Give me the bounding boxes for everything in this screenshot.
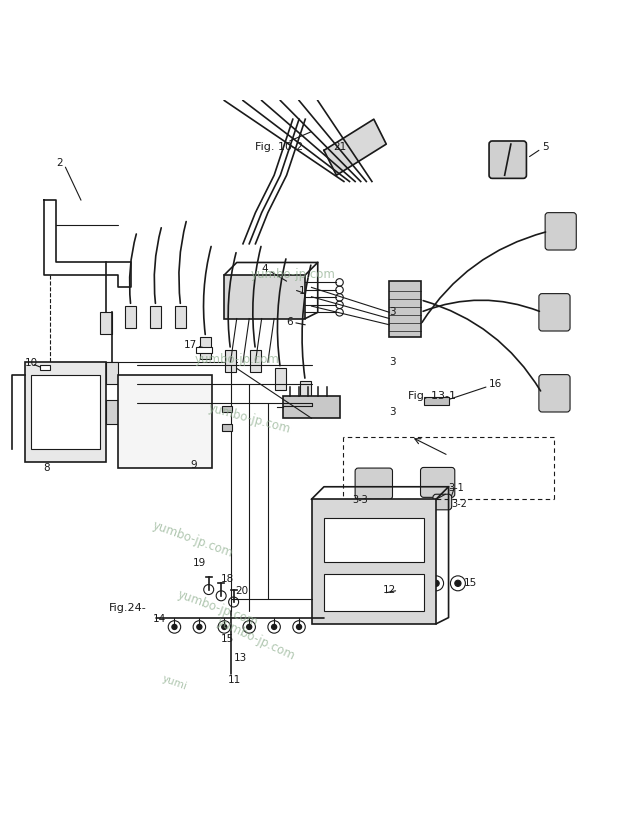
Text: Fig. 10-2: Fig. 10-2 <box>255 143 303 152</box>
Text: yumbo-jp.com: yumbo-jp.com <box>151 519 235 560</box>
Text: 4: 4 <box>262 264 269 274</box>
Bar <box>324 518 424 561</box>
Bar <box>222 424 232 431</box>
Bar <box>25 363 106 461</box>
Bar <box>275 368 286 391</box>
FancyBboxPatch shape <box>539 293 570 331</box>
Circle shape <box>222 625 227 630</box>
Bar <box>324 574 424 611</box>
Text: yumbo-jp.com: yumbo-jp.com <box>214 616 297 663</box>
Text: 3-3: 3-3 <box>352 495 368 505</box>
Bar <box>150 306 161 328</box>
Circle shape <box>197 625 202 630</box>
FancyBboxPatch shape <box>545 213 576 250</box>
Circle shape <box>455 580 461 587</box>
Bar <box>200 337 211 359</box>
Text: yumbo-jp.com: yumbo-jp.com <box>207 401 292 436</box>
Text: 1: 1 <box>299 285 306 296</box>
Text: 17: 17 <box>184 339 197 349</box>
Bar <box>424 397 449 405</box>
Bar <box>106 400 121 424</box>
Bar <box>389 281 421 337</box>
Text: Fig.24-: Fig.24- <box>109 603 147 613</box>
Text: 8: 8 <box>44 463 50 473</box>
Bar <box>196 347 212 353</box>
Circle shape <box>272 625 277 630</box>
Bar <box>40 365 50 370</box>
Bar <box>250 349 261 372</box>
Polygon shape <box>324 119 386 176</box>
Text: 3: 3 <box>389 357 396 368</box>
Text: 10: 10 <box>25 358 38 368</box>
Text: 14: 14 <box>153 614 166 624</box>
FancyBboxPatch shape <box>433 494 452 510</box>
Circle shape <box>172 625 177 630</box>
Circle shape <box>313 588 322 597</box>
Circle shape <box>247 625 252 630</box>
Bar <box>222 405 232 412</box>
Text: 13: 13 <box>234 653 247 663</box>
Bar <box>125 306 136 328</box>
Circle shape <box>297 625 302 630</box>
Text: 16: 16 <box>489 379 502 389</box>
Text: 6: 6 <box>287 316 293 326</box>
Circle shape <box>313 526 322 535</box>
Text: Fig. 13-1: Fig. 13-1 <box>408 391 456 401</box>
Text: 5: 5 <box>542 143 549 152</box>
Bar <box>312 499 436 624</box>
FancyBboxPatch shape <box>489 141 526 178</box>
Bar <box>100 312 112 334</box>
Text: 18: 18 <box>221 574 234 584</box>
Bar <box>106 363 118 384</box>
FancyBboxPatch shape <box>421 467 455 498</box>
Text: 3-2: 3-2 <box>452 499 467 509</box>
Text: 19: 19 <box>193 559 206 569</box>
FancyBboxPatch shape <box>539 375 570 412</box>
Bar <box>31 375 100 449</box>
Text: 15: 15 <box>221 634 234 644</box>
Circle shape <box>426 588 434 597</box>
Text: 3-1: 3-1 <box>449 483 464 493</box>
Text: yumbo-jp.com: yumbo-jp.com <box>176 588 260 629</box>
Text: 3: 3 <box>389 407 396 417</box>
Text: 15: 15 <box>464 578 477 588</box>
Text: 7: 7 <box>449 488 455 498</box>
Text: 9: 9 <box>190 460 197 470</box>
Circle shape <box>433 580 439 587</box>
Text: 2: 2 <box>56 158 63 168</box>
Text: 20: 20 <box>235 587 249 597</box>
Text: yumi: yumi <box>161 674 188 692</box>
Text: yumbo-jp.com: yumbo-jp.com <box>250 269 335 282</box>
Bar <box>225 349 236 372</box>
Circle shape <box>426 526 434 535</box>
Text: 21: 21 <box>333 143 346 152</box>
Bar <box>300 381 311 403</box>
Bar <box>283 396 340 419</box>
Text: yumbo-jp.com: yumbo-jp.com <box>194 353 279 366</box>
FancyBboxPatch shape <box>355 468 392 499</box>
Text: 11: 11 <box>227 675 240 685</box>
Text: 3: 3 <box>389 307 396 317</box>
Bar <box>118 375 212 468</box>
Bar <box>224 275 305 319</box>
Bar <box>175 306 186 328</box>
Text: 12: 12 <box>383 584 396 595</box>
